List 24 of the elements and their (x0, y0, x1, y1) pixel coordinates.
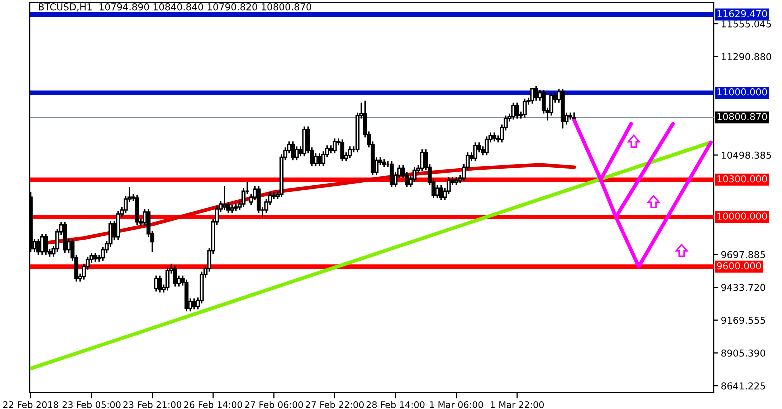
x-tick-label: 23 Feb 21:00 (124, 401, 182, 408)
y-tick-label: 8905.390 (722, 350, 766, 357)
y-tick-label: 8641.225 (722, 382, 766, 390)
x-tick-label: 22 Feb 2018 (4, 401, 58, 408)
x-tick-label: 27 Feb 22:00 (306, 401, 364, 408)
ref-line-label: 11000.000 (718, 88, 768, 96)
x-tick-label: 27 Feb 06:00 (245, 401, 304, 408)
y-tick-label: 9169.555 (722, 316, 766, 324)
y-tick-label: 10498.385 (722, 152, 772, 159)
y-tick-label: 11290.880 (722, 53, 772, 61)
y-tick-label: 11555.045 (722, 20, 772, 28)
y-tick-label: 9433.720 (722, 284, 766, 292)
ref-line-label: 10800.870 (718, 113, 768, 120)
ref-line-label: 9600.000 (717, 262, 762, 270)
x-tick-label: 1 Mar 06:00 (430, 401, 484, 408)
x-tick-label: 26 Feb 14:00 (184, 401, 242, 408)
y-tick-label: 9697.885 (722, 251, 766, 258)
ref-line-label: 11629.470 (718, 10, 768, 18)
x-tick-label: 23 Feb 05:00 (62, 401, 121, 408)
x-tick-label: 28 Feb 14:00 (366, 401, 425, 408)
ref-line-label: 10300.000 (718, 176, 768, 183)
chart-title: BTCUSD,H1 10794.890 10840.840 10790.820 10800.870 (39, 4, 312, 12)
x-tick-label: 1 Mar 22:00 (491, 401, 544, 408)
ref-line-label: 10000.000 (718, 212, 768, 220)
